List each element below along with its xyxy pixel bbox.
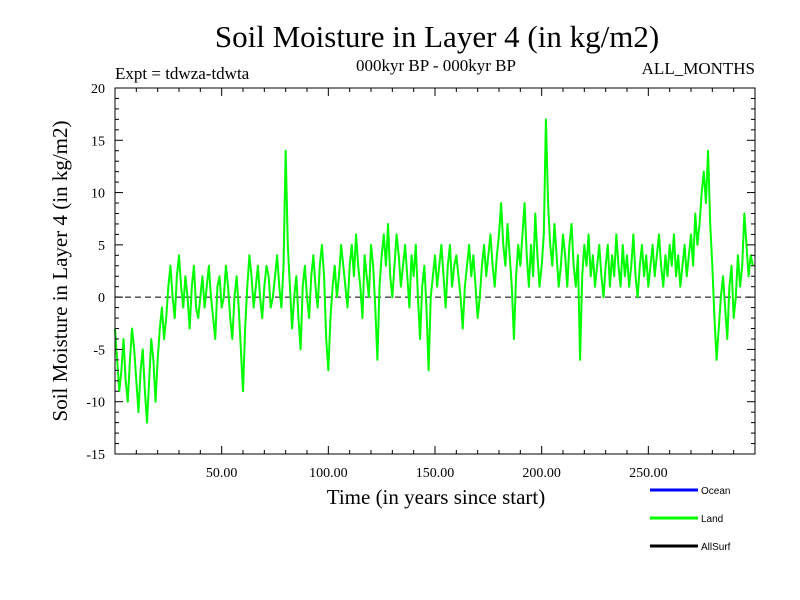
legend: Ocean Land AllSurf	[650, 486, 731, 553]
chart-title: Soil Moisture in Layer 4 (in kg/m2)	[215, 19, 659, 54]
y-tick-label: 10	[91, 187, 105, 202]
legend-item-land: Land	[650, 514, 723, 525]
legend-item-ocean: Ocean	[650, 486, 730, 497]
plot-area	[114, 118, 755, 424]
y-tick-label: 0	[98, 291, 105, 306]
y-tick-label: -15	[86, 448, 105, 463]
y-tick-label: -5	[93, 343, 105, 358]
legend-label: Ocean	[701, 486, 730, 497]
x-tick-label: 100.00	[309, 466, 348, 481]
months-label: ALL_MONTHS	[642, 59, 755, 78]
legend-item-allsurf: AllSurf	[650, 542, 731, 553]
x-tick-label: 250.00	[629, 466, 668, 481]
x-tick-label: 50.00	[206, 466, 238, 481]
x-axis-label: Time (in years since start)	[327, 485, 546, 509]
y-tick-label: -10	[86, 396, 105, 411]
legend-label: AllSurf	[701, 542, 731, 553]
y-tick-label: 20	[91, 82, 105, 97]
y-tick-label: 5	[98, 239, 105, 254]
legend-label: Land	[701, 514, 723, 525]
x-tick-label: 150.00	[416, 466, 455, 481]
experiment-label: Expt = tdwza-tdwta	[115, 64, 250, 83]
y-tick-label: 15	[91, 134, 105, 149]
x-tick-label: 200.00	[522, 466, 561, 481]
y-axis-label: Soil Moisture in Layer 4 (in kg/m2)	[48, 121, 72, 422]
series-line-land	[114, 118, 754, 424]
plot-frame	[114, 87, 756, 455]
axes: 50.00 100.00 150.00 200.00 250.00 -15 -10 -5 0 5 1…	[86, 82, 756, 481]
period-label: 000kyr BP - 000kyr BP	[356, 56, 516, 75]
